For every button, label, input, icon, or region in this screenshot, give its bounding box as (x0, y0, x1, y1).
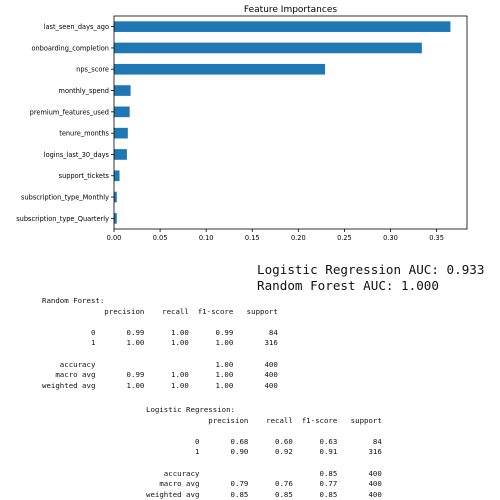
ytick-label-support_tickets: support_tickets (59, 172, 110, 180)
xtick-label-0.15: 0.15 (245, 234, 260, 242)
bar-subscription_type_Quarterly (114, 213, 117, 224)
xtick-label-0.00: 0.00 (107, 234, 122, 242)
chart-svg: Feature Importances last_seen_days_agoonb… (16, 5, 468, 242)
xtick-label-0.20: 0.20 (291, 234, 306, 242)
ytick-label-premium_features_used: premium_features_used (30, 108, 109, 116)
chart-title: Feature Importances (244, 5, 337, 15)
bar-nps_score (114, 63, 326, 75)
random-forest-report: Random Forest: precision recall f1-score… (42, 296, 278, 390)
random-forest-auc-text: Random Forest AUC: 1.000 (257, 278, 439, 293)
ytick-label-monthly_spend: monthly_spend (59, 87, 109, 95)
ytick-label-onboarding_completion: onboarding_completion (31, 44, 109, 52)
ytick-label-logins_last_30_days: logins_last_30_days (44, 151, 110, 159)
bar-monthly_spend (114, 85, 131, 96)
xtick-label-0.35: 0.35 (429, 234, 444, 242)
bar-tenure_months (114, 127, 128, 139)
ytick-label-subscription_type_Monthly: subscription_type_Monthly (21, 193, 109, 201)
bar-support_tickets (114, 170, 120, 182)
bar-last_seen_days_ago (114, 21, 451, 32)
ytick-label-last_seen_days_ago: last_seen_days_ago (44, 23, 109, 31)
bar-onboarding_completion (114, 42, 422, 54)
logistic-auc-text: Logistic Regression AUC: 0.933 (257, 262, 485, 277)
bar-logins_last_30_days (114, 149, 127, 160)
plot-frame (113, 15, 468, 230)
ytick-label-subscription_type_Quarterly: subscription_type_Quarterly (16, 215, 109, 223)
bar-premium_features_used (114, 106, 130, 118)
bar-subscription_type_Monthly (114, 191, 117, 203)
xtick-label-0.30: 0.30 (383, 234, 398, 242)
ytick-label-nps_score: nps_score (76, 66, 109, 74)
xtick-label-0.05: 0.05 (153, 234, 168, 242)
logistic-regression-report: Logistic Regression: precision recall f1… (146, 405, 382, 499)
xtick-label-0.25: 0.25 (337, 234, 352, 242)
xtick-label-0.10: 0.10 (199, 234, 214, 242)
ytick-label-tenure_months: tenure_months (59, 130, 109, 138)
